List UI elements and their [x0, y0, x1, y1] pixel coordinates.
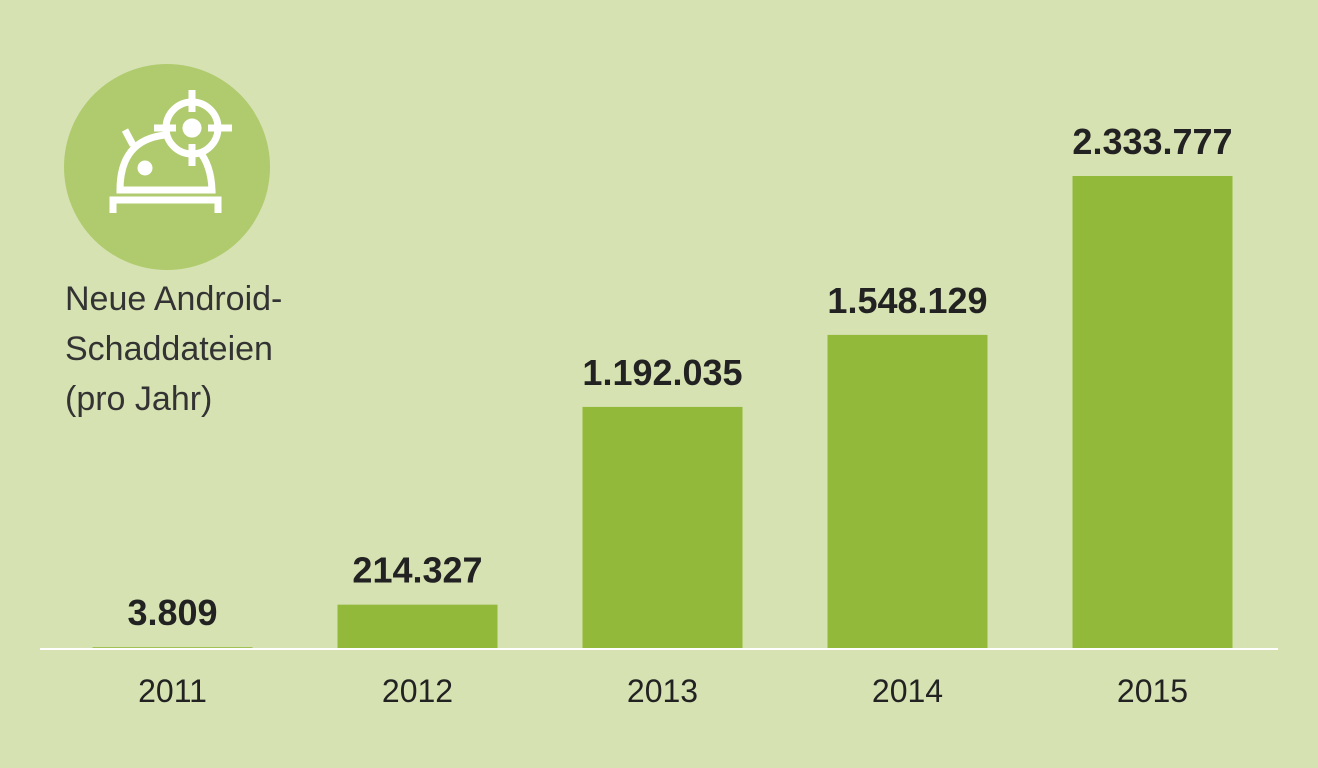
- x-tick-label: 2013: [627, 673, 698, 709]
- x-tick-label: 2011: [138, 673, 207, 709]
- x-tick-label: 2015: [1117, 673, 1188, 709]
- bar: [582, 406, 743, 648]
- chart-title: Schaddateien: [65, 330, 273, 368]
- value-label: 3.809: [127, 592, 217, 633]
- x-tick-label: 2014: [872, 673, 943, 709]
- x-tick-label: 2012: [382, 673, 453, 709]
- value-label: 214.327: [352, 550, 482, 591]
- bar: [92, 647, 253, 648]
- icon-circle: [64, 64, 270, 270]
- value-label: 1.192.035: [582, 352, 742, 393]
- chart-title: (pro Jahr): [65, 380, 212, 418]
- bar: [1072, 176, 1233, 648]
- android-icon: [109, 90, 232, 213]
- bar: [337, 604, 498, 648]
- bar: [827, 334, 988, 648]
- value-label: 2.333.777: [1072, 121, 1232, 162]
- value-label: 1.548.129: [827, 280, 987, 321]
- chart-title: Neue Android-: [65, 280, 282, 318]
